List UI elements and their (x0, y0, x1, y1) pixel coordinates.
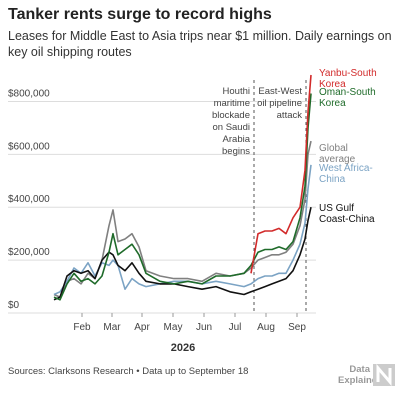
y-tick-label: $600,000 (8, 141, 50, 152)
series-line (53, 164, 312, 296)
source-note: Sources: Clarksons Research • Data up to… (8, 366, 249, 377)
series-label: Yanbu-South Korea (319, 68, 377, 90)
chart: $0 $200,000 $400,000 $600,000 $800,000 Feb Mar… (8, 74, 316, 354)
y-tick-label: $800,000 (8, 88, 50, 99)
series-label: Oman-South Korea (319, 87, 376, 109)
series-line (53, 140, 312, 298)
x-tick-label: Apr (134, 322, 150, 333)
x-tick-label: Jun (196, 322, 212, 333)
chart-subtitle: Leases for Middle East to Asia trips nea… (8, 29, 392, 59)
y-tick-label: $400,000 (8, 194, 50, 205)
series-label: Global average (319, 143, 356, 165)
x-axis-label: 2026 (171, 342, 195, 354)
x-tick-label: May (164, 322, 183, 333)
series-label: West Africa-China (319, 163, 373, 185)
annotation: East-West oil pipeline attack (257, 86, 302, 121)
series-line (53, 93, 312, 301)
series-label: US Gulf Coast-China (319, 203, 375, 225)
y-tick-label: $200,000 (8, 247, 50, 258)
x-tick-label: Mar (103, 322, 121, 333)
annotation: Houthi maritime blockade on Saudi Arabia… (211, 86, 250, 157)
x-tick-label: Aug (257, 322, 275, 333)
y-tick-label: $0 (8, 300, 20, 311)
x-tick-label: Feb (73, 322, 91, 333)
logo-text: Data Explained (338, 364, 383, 386)
series-line (53, 207, 312, 301)
chart-title: Tanker rents surge to record highs (8, 6, 272, 23)
x-tick-label: Sep (288, 322, 306, 333)
logo-icon (373, 364, 395, 386)
series-line (250, 74, 312, 274)
x-tick-label: Jul (229, 322, 242, 333)
